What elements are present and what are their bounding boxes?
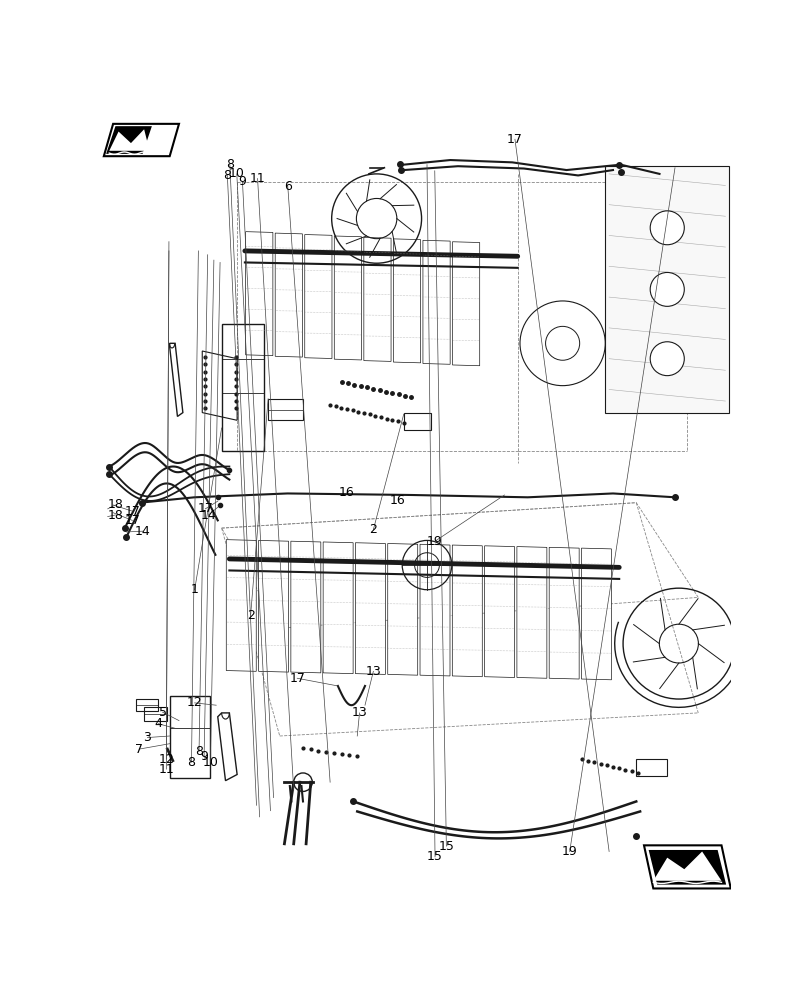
Text: 2: 2: [369, 523, 377, 536]
Text: 16: 16: [389, 494, 405, 507]
Text: 13: 13: [351, 706, 367, 719]
Text: 15: 15: [427, 850, 443, 863]
Bar: [144, 707, 167, 721]
Polygon shape: [423, 240, 449, 364]
Text: 17: 17: [506, 133, 522, 146]
Text: 4: 4: [154, 717, 162, 730]
Polygon shape: [226, 540, 256, 671]
Polygon shape: [275, 233, 302, 357]
Text: 14: 14: [200, 509, 216, 522]
Text: 8: 8: [195, 745, 203, 758]
Text: 2: 2: [247, 609, 255, 622]
Polygon shape: [323, 542, 353, 674]
Text: 14: 14: [135, 525, 151, 538]
Text: 10: 10: [229, 167, 244, 180]
Text: 9: 9: [200, 750, 208, 763]
Circle shape: [650, 272, 684, 306]
Bar: [636, 759, 667, 776]
Polygon shape: [653, 852, 721, 881]
Polygon shape: [517, 547, 546, 678]
Circle shape: [650, 342, 684, 376]
Polygon shape: [452, 545, 482, 677]
Polygon shape: [648, 850, 725, 885]
Text: 12: 12: [158, 753, 174, 766]
Text: 9: 9: [238, 175, 246, 188]
Text: 13: 13: [365, 665, 380, 678]
Polygon shape: [581, 548, 611, 680]
Polygon shape: [334, 236, 361, 360]
Bar: [403, 413, 431, 430]
Polygon shape: [388, 544, 417, 675]
Polygon shape: [246, 232, 272, 356]
Text: 17: 17: [197, 502, 213, 515]
Text: 7: 7: [135, 743, 143, 756]
Text: 10: 10: [202, 756, 218, 769]
Text: 5: 5: [158, 706, 166, 719]
Text: 1: 1: [191, 583, 199, 596]
Text: 8: 8: [223, 169, 231, 182]
Text: 19: 19: [561, 845, 577, 858]
Bar: [268, 399, 303, 420]
Text: 6: 6: [284, 180, 291, 193]
Text: 18: 18: [107, 509, 123, 522]
Polygon shape: [290, 541, 320, 673]
Text: 3: 3: [144, 731, 151, 744]
Polygon shape: [258, 540, 288, 672]
Polygon shape: [548, 547, 578, 679]
Polygon shape: [419, 544, 449, 676]
Polygon shape: [604, 166, 728, 413]
Text: 17: 17: [289, 672, 305, 685]
Text: 15: 15: [438, 840, 453, 853]
Polygon shape: [452, 242, 479, 366]
Polygon shape: [643, 845, 730, 888]
Polygon shape: [484, 546, 514, 677]
Text: 11: 11: [158, 763, 174, 776]
Polygon shape: [109, 129, 149, 151]
Text: 11: 11: [250, 172, 265, 185]
Polygon shape: [304, 235, 332, 359]
Polygon shape: [363, 237, 391, 361]
Text: 8: 8: [187, 756, 195, 769]
Bar: [136, 699, 158, 711]
Text: 17: 17: [124, 505, 140, 518]
Polygon shape: [355, 543, 385, 674]
Polygon shape: [393, 239, 420, 363]
Polygon shape: [106, 126, 152, 154]
Text: 19: 19: [427, 535, 442, 548]
Circle shape: [650, 211, 684, 245]
Text: 17: 17: [124, 514, 140, 527]
Text: 16: 16: [339, 486, 354, 499]
Text: 8: 8: [225, 158, 234, 171]
Polygon shape: [104, 124, 178, 156]
Text: 18: 18: [107, 498, 123, 512]
Text: 12: 12: [187, 696, 202, 709]
